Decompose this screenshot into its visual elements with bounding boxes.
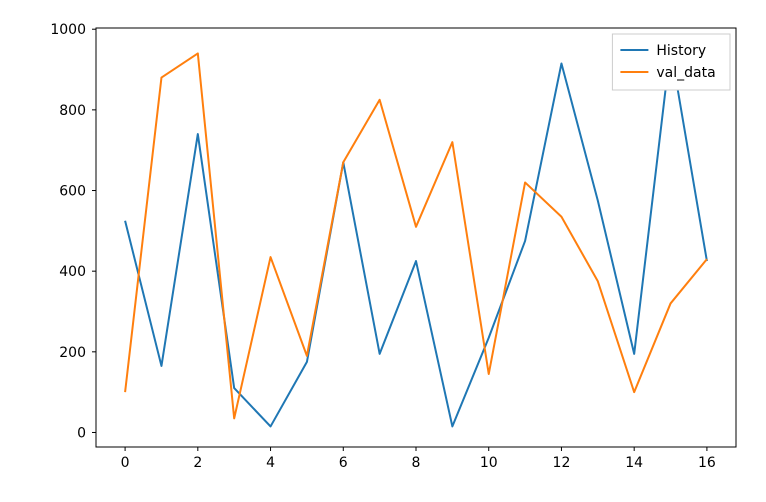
x-tick-label: 0 [121, 455, 130, 471]
y-tick-label: 400 [59, 264, 86, 280]
x-tick-label: 12 [553, 455, 571, 471]
x-tick-label: 8 [412, 455, 421, 471]
legend: History val_data [612, 34, 730, 90]
x-tick-label: 6 [339, 455, 348, 471]
legend-label: val_data [656, 65, 715, 81]
x-tick-label: 2 [193, 455, 202, 471]
x-tick-label: 16 [698, 455, 716, 471]
legend-label: History [656, 43, 706, 59]
y-tick-label: 1000 [50, 22, 86, 38]
y-tick-label: 800 [59, 103, 86, 119]
x-tick-label: 4 [266, 455, 275, 471]
line-chart: 0 2 4 6 8 10 12 14 16 0 200 400 600 800 1000 History val… [0, 0, 766, 502]
y-tick-label: 200 [59, 345, 86, 361]
y-tick-label: 0 [77, 425, 86, 441]
x-tick-label: 10 [480, 455, 498, 471]
y-tick-label: 600 [59, 184, 86, 200]
x-tick-label: 14 [625, 455, 643, 471]
chart-svg: 0 2 4 6 8 10 12 14 16 0 200 400 600 800 1000 History val… [0, 0, 766, 502]
